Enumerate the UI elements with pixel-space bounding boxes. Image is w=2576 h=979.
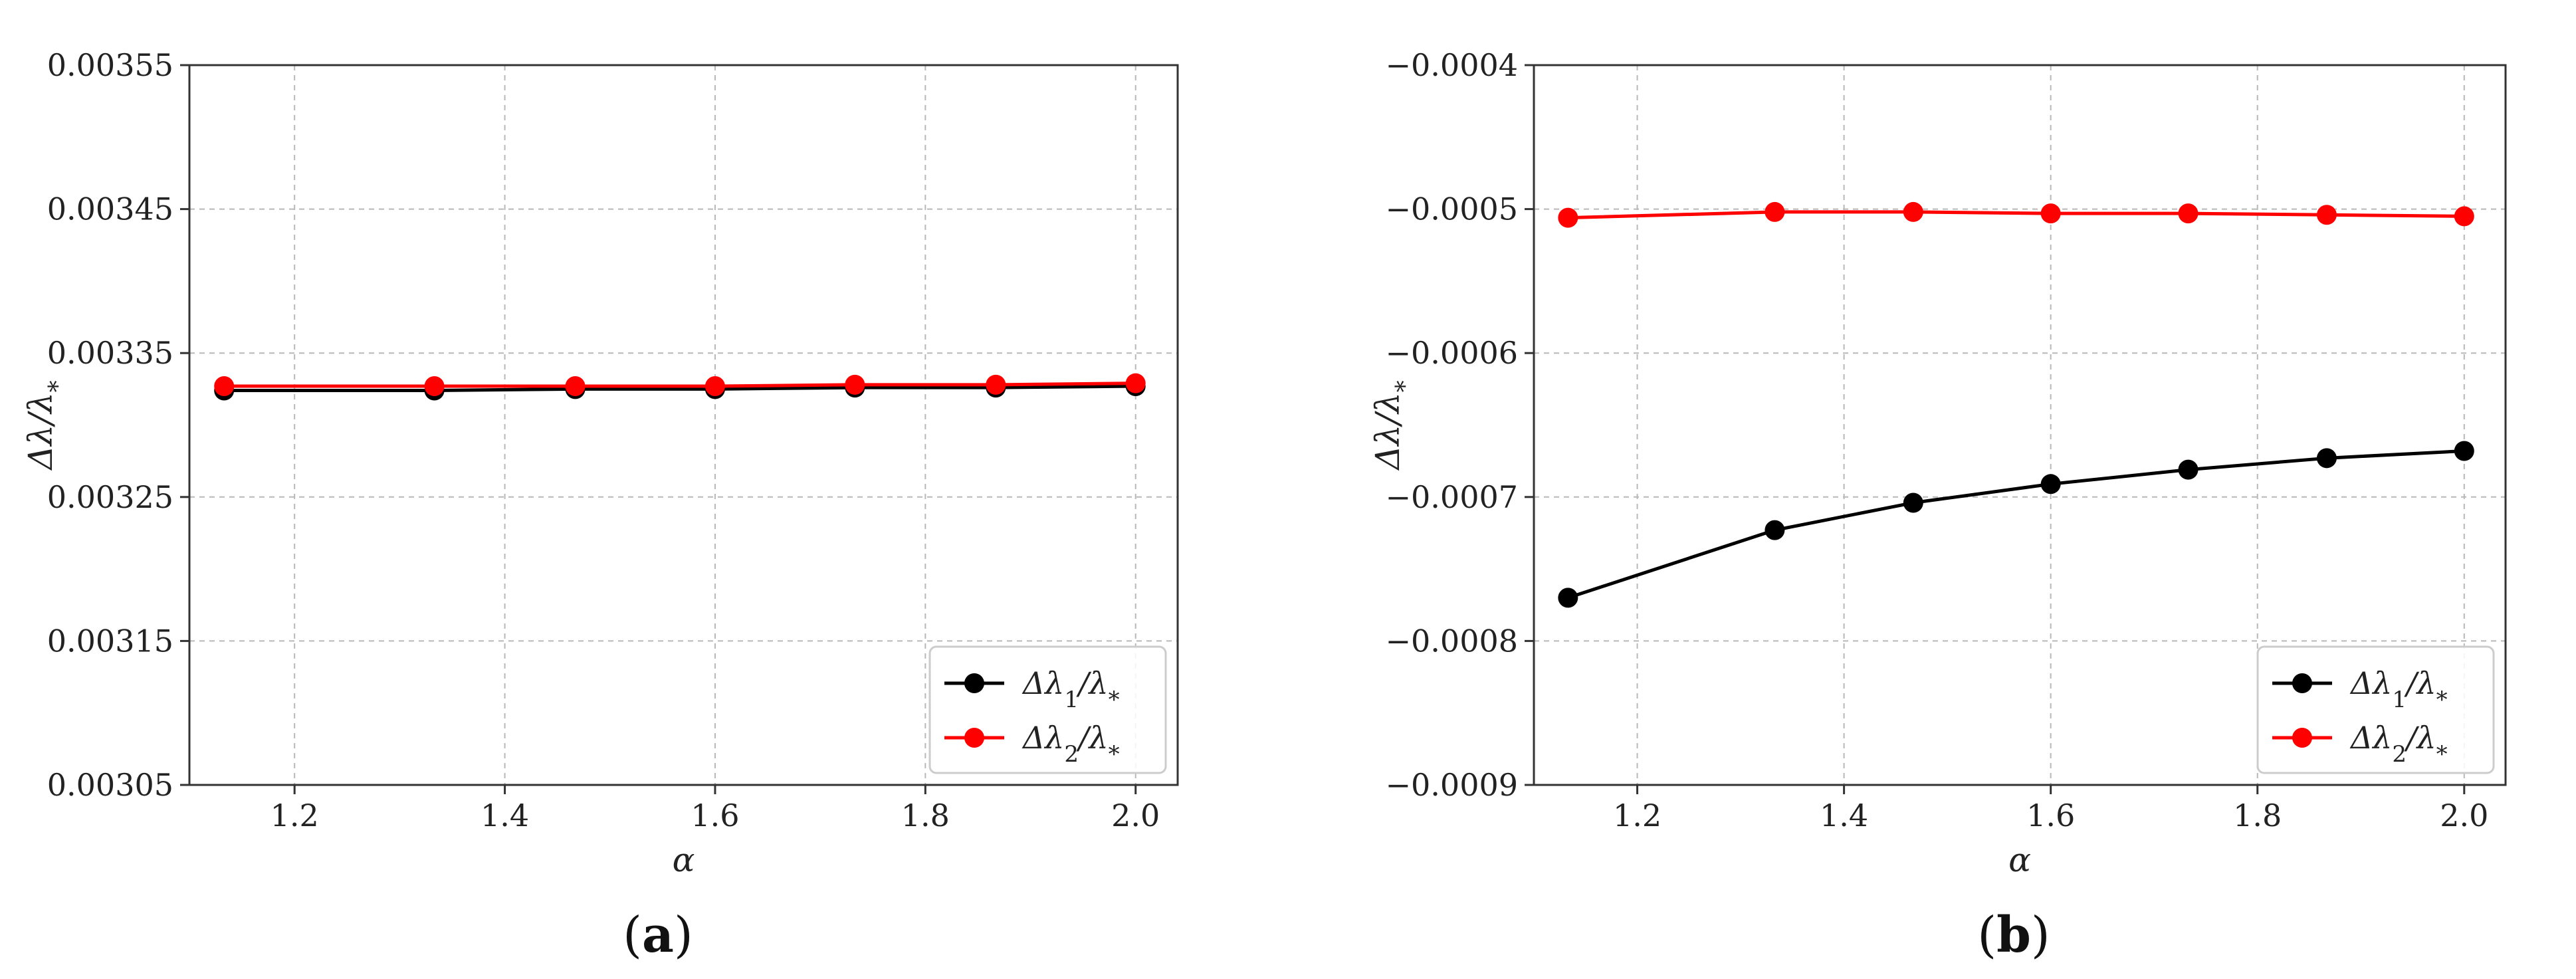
b-legend-label-2: Δλ2/λ* <box>2349 720 2448 768</box>
panel-b-chart: 1.2 1.4 1.6 1.8 2.0 −0.0009 −0.0008 −0.0007 −0.0… <box>1368 47 2507 879</box>
b-series-2-point-5 <box>2316 205 2337 225</box>
a-x-tick-label-4: 2.0 <box>1111 798 1160 833</box>
b-y-tick-label-3: −0.0006 <box>1386 335 1519 371</box>
a-x-axis-label: α <box>673 841 695 879</box>
a-series-2-point-0 <box>214 376 235 397</box>
a-y-tick-label-4: 0.00345 <box>47 191 173 227</box>
b-y-axis-label: Δλ/λ* <box>1368 380 1419 471</box>
b-legend-marker-1 <box>2292 673 2312 693</box>
b-y-tick-label-0: −0.0009 <box>1386 767 1519 803</box>
a-series-2-point-3 <box>704 376 725 397</box>
panel-a-caption-letter: a <box>642 907 674 964</box>
b-series-2-point-4 <box>2178 203 2199 224</box>
b-x-tick-label-1: 1.4 <box>1820 798 1868 833</box>
b-series-2-point-0 <box>1558 207 1578 228</box>
b-y-tick-label-1: −0.0008 <box>1386 623 1519 659</box>
panel-a-caption: (a) <box>623 907 693 964</box>
b-plot-frame <box>1533 64 2507 786</box>
b-series-1-point-5 <box>2316 448 2337 469</box>
b-series-2-point-2 <box>1903 201 1923 222</box>
b-legend-label-1: Δλ1/λ* <box>2349 665 2448 713</box>
b-series-1-point-2 <box>1903 492 1923 513</box>
b-series-1-point-1 <box>1765 520 1785 540</box>
a-series-2-point-5 <box>986 374 1006 395</box>
a-legend-label-1: Δλ1/λ* <box>1021 665 1120 713</box>
b-legend-marker-2 <box>2292 728 2312 748</box>
b-x-tick-label-4: 2.0 <box>2440 798 2488 833</box>
a-series-2-point-1 <box>424 376 445 397</box>
a-x-tick-label-2: 1.6 <box>691 798 739 833</box>
a-y-tick-label-0: 0.00305 <box>47 767 173 803</box>
b-series-1-line <box>1567 449 2464 599</box>
b-series-1-point-4 <box>2178 459 2199 480</box>
b-x-tick-label-0: 1.2 <box>1613 798 1662 833</box>
a-x-tick-label-3: 1.8 <box>901 798 950 833</box>
b-x-axis-label: α <box>2008 841 2031 879</box>
a-legend-label-2: Δλ2/λ* <box>1021 720 1120 768</box>
b-series-1-point-0 <box>1558 588 1578 608</box>
b-legend-box <box>2256 645 2495 774</box>
a-x-tick-label-0: 1.2 <box>270 798 319 833</box>
a-plot-frame <box>188 64 1179 786</box>
panel-b-caption-letter: b <box>1996 907 2031 964</box>
b-series-2-point-3 <box>2040 203 2061 224</box>
b-series-1-point-6 <box>2454 441 2474 461</box>
a-y-tick-label-3: 0.00335 <box>47 335 173 371</box>
a-legend-box <box>928 645 1167 774</box>
a-legend-marker-2 <box>964 728 984 748</box>
b-series-2-point-1 <box>1765 201 1785 222</box>
a-series-2-point-2 <box>565 376 586 397</box>
a-x-tick-label-1: 1.4 <box>481 798 529 833</box>
b-y-tick-label-2: −0.0007 <box>1386 479 1519 515</box>
b-y-tick-label-5: −0.0004 <box>1386 47 1519 83</box>
panel-b-caption: (b) <box>1977 907 2050 964</box>
b-x-tick-label-2: 1.6 <box>2026 798 2075 833</box>
b-series-2-point-6 <box>2454 206 2474 227</box>
a-y-tick-label-5: 0.00355 <box>47 47 173 83</box>
a-series-2-point-4 <box>845 374 865 395</box>
b-series-1-point-3 <box>2040 474 2061 494</box>
b-x-tick-label-3: 1.8 <box>2233 798 2282 833</box>
a-y-tick-label-1: 0.00315 <box>47 623 173 659</box>
a-legend-marker-1 <box>964 673 984 693</box>
b-y-tick-label-4: −0.0005 <box>1386 191 1519 227</box>
a-y-tick-label-2: 0.00325 <box>47 479 173 515</box>
a-series-2-point-6 <box>1125 373 1146 393</box>
a-y-axis-label: Δλ/λ* <box>21 380 72 471</box>
panel-a-chart: 1.2 1.4 1.6 1.8 2.0 0.00305 0.00315 0.00325 0.00… <box>21 47 1179 879</box>
